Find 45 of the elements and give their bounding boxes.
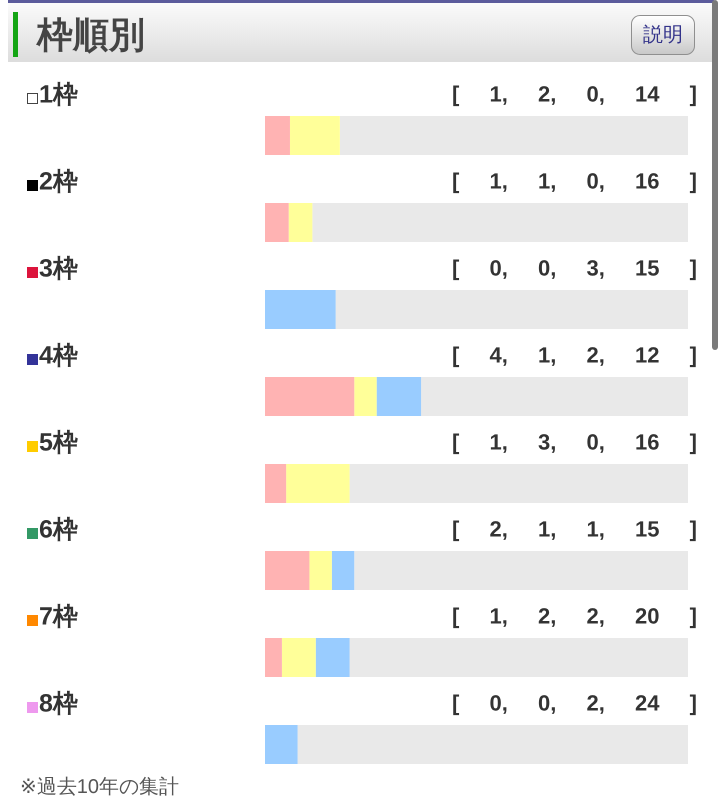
annotation: [ 4, 1, 2, 12 ] <box>452 342 697 368</box>
annotation: [ 2, 1, 1, 15 ] <box>452 516 697 542</box>
annotation: [ 1, 2, 2, 20 ] <box>452 604 697 629</box>
bar <box>288 203 312 242</box>
bar <box>265 116 290 155</box>
bar <box>265 638 282 677</box>
bar <box>350 464 688 503</box>
bar <box>265 290 336 329</box>
bar <box>290 116 340 155</box>
bar <box>298 725 688 764</box>
bar <box>350 638 688 677</box>
y-tick-label: 5枠 <box>39 428 78 456</box>
annotation: [ 1, 1, 0, 16 ] <box>452 168 697 194</box>
annotation: [ 1, 3, 0, 16 ] <box>452 430 697 455</box>
bar <box>332 551 354 590</box>
bar <box>336 290 688 329</box>
bar <box>376 377 422 416</box>
annotation: [ 0, 0, 2, 24 ] <box>452 690 697 716</box>
bar <box>265 377 354 416</box>
bar <box>340 116 688 155</box>
bar <box>421 377 688 416</box>
bar <box>265 464 286 503</box>
y-tick-label: 7枠 <box>39 602 78 630</box>
y-tick-label: 4枠 <box>39 341 78 370</box>
bar <box>265 551 310 590</box>
bar <box>265 203 289 242</box>
bar <box>309 551 332 590</box>
annotation: [ 1, 2, 0, 14 ] <box>452 82 697 107</box>
y-tick-label: 2枠 <box>39 167 78 196</box>
help-button[interactable] <box>631 15 695 55</box>
text: ※過去10年の集計 <box>20 775 180 800</box>
annotation: [ 0, 0, 3, 15 ] <box>452 256 697 281</box>
bar <box>282 638 316 677</box>
text: 説明 <box>643 23 683 48</box>
y-tick-label: 6枠 <box>39 515 78 544</box>
bar <box>354 551 688 590</box>
bar <box>265 725 298 764</box>
bar <box>312 203 688 242</box>
bar <box>316 638 350 677</box>
y-tick-label: 1枠 <box>39 80 78 108</box>
y-tick-label: 3枠 <box>39 254 78 282</box>
bar <box>354 377 377 416</box>
chart-title: 枠順別 <box>37 14 145 56</box>
y-tick-label: 8枠 <box>39 689 78 718</box>
bar <box>286 464 350 503</box>
